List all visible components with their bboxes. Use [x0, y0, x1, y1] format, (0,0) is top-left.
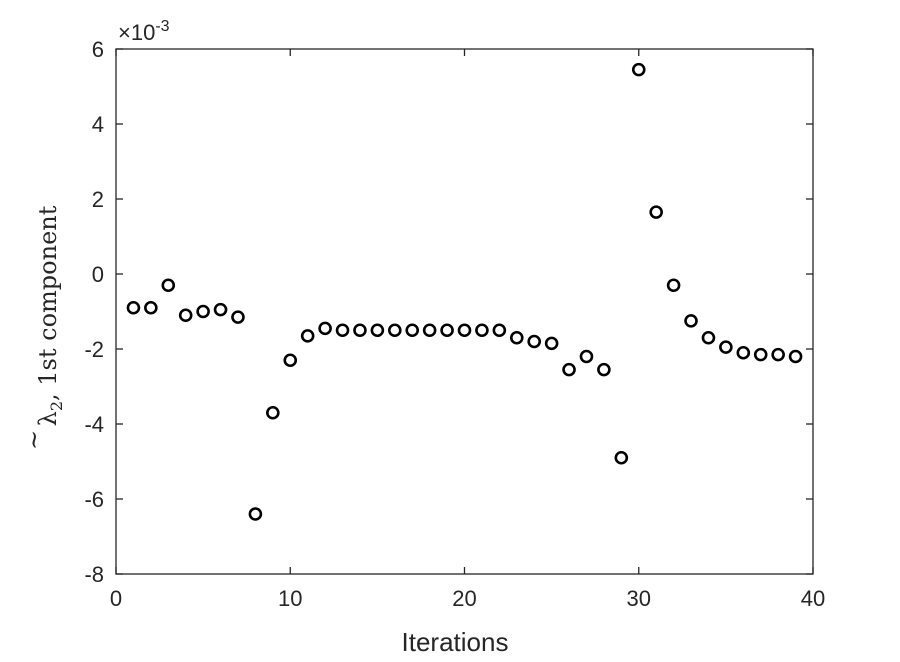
x-tick-label: 10 — [278, 586, 302, 611]
data-point — [144, 300, 158, 315]
y-axis-multiplier: ×10-3 — [118, 18, 170, 45]
data-point — [788, 349, 803, 364]
y-tick-label: -2 — [84, 337, 104, 362]
data-point — [719, 340, 733, 354]
plot-frame — [115, 48, 814, 575]
data-point — [126, 300, 141, 315]
data-point — [196, 304, 210, 319]
data-point — [300, 329, 315, 343]
y-tick-label: -4 — [84, 412, 104, 437]
data-point — [597, 362, 611, 377]
data-point — [666, 278, 681, 293]
data-point — [562, 362, 576, 377]
data-point — [701, 330, 716, 345]
y-axis-label-tilde: ~ — [20, 430, 48, 450]
data-point — [213, 302, 228, 317]
data-point — [492, 323, 507, 338]
y-axis-label-text: , 1st component — [34, 205, 62, 401]
y-axis-multiplier-base: ×10 — [118, 20, 155, 45]
data-point — [631, 62, 646, 77]
data-point — [527, 334, 542, 349]
data-point — [684, 314, 698, 328]
y-axis-label-symbol: λ — [34, 411, 62, 426]
data-point — [544, 336, 559, 351]
data-point — [422, 323, 437, 338]
data-point — [649, 205, 663, 219]
y-tick-label: 6 — [92, 37, 104, 62]
data-point — [248, 507, 263, 521]
y-tick-label: 0 — [92, 262, 104, 287]
y-axis-multiplier-exponent: -3 — [155, 18, 169, 35]
data-points — [126, 62, 803, 521]
data-point — [614, 450, 629, 465]
svg-text:λ2, 1st component: λ2, 1st component — [34, 205, 66, 426]
x-axis-label: Iterations — [402, 627, 509, 657]
data-point — [318, 321, 332, 336]
y-axis-label: λ2, 1st component ~ — [20, 205, 66, 450]
data-point — [736, 345, 751, 360]
y-tick-label: 4 — [92, 112, 104, 137]
data-point — [161, 278, 176, 293]
data-point — [353, 323, 367, 338]
y-axis-label-subscript: 2 — [47, 401, 66, 411]
data-point — [266, 405, 280, 420]
data-point — [178, 308, 193, 323]
y-tick-label: -8 — [84, 562, 104, 587]
data-point — [475, 323, 489, 338]
data-point — [771, 347, 785, 362]
x-tick-label: 0 — [110, 586, 122, 611]
data-point — [370, 323, 385, 338]
x-tick-label: 40 — [801, 586, 825, 611]
data-point — [579, 349, 594, 364]
data-point — [283, 353, 298, 368]
x-tick-labels: 0 10 20 30 40 — [110, 586, 825, 611]
y-tick-label: 2 — [92, 187, 104, 212]
data-point — [509, 330, 524, 345]
y-tick-label: -6 — [84, 487, 104, 512]
data-point — [387, 323, 402, 338]
x-tick-label: 20 — [452, 586, 476, 611]
data-point — [231, 310, 245, 324]
plot-area — [116, 49, 813, 574]
data-point — [405, 323, 420, 338]
data-point — [335, 323, 350, 338]
y-tick-labels: -8 -6 -4 -2 0 2 4 6 — [84, 37, 104, 587]
x-tick-label: 30 — [627, 586, 651, 611]
data-point — [457, 323, 472, 338]
data-point — [440, 323, 454, 338]
data-point — [753, 347, 768, 362]
